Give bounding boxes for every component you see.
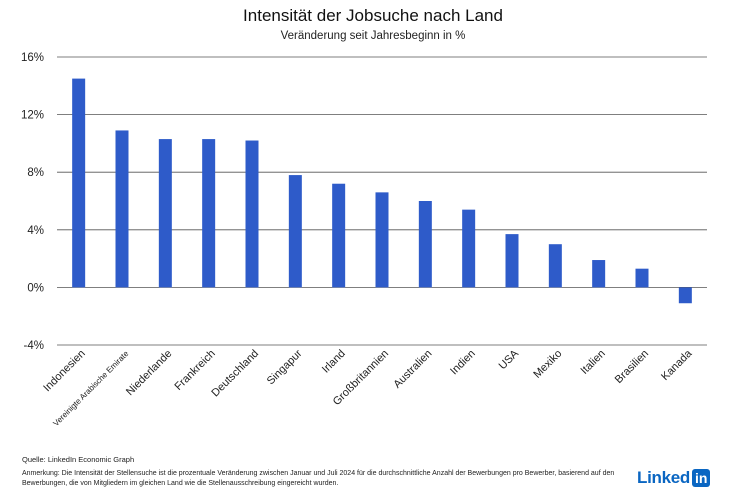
bar bbox=[375, 192, 389, 288]
x-tick-label: Indonesien bbox=[41, 348, 88, 395]
linkedin-logo-badge: in bbox=[692, 469, 711, 487]
y-tick-label: 4% bbox=[27, 225, 44, 237]
x-tick-label: Italien bbox=[579, 348, 608, 377]
methodology-note: Anmerkung: Die Intensität der Stellensuc… bbox=[22, 470, 615, 487]
y-tick-label: 16% bbox=[21, 52, 44, 64]
bar bbox=[548, 244, 562, 288]
x-tick-label: USA bbox=[497, 347, 522, 372]
x-tick-label: Mexiko bbox=[531, 348, 564, 381]
x-tick-label: Frankreich bbox=[173, 348, 218, 393]
source-note: Quelle: LinkedIn Economic Graph bbox=[22, 455, 135, 464]
chart-subtitle: Veränderung seit Jahresbeginn in % bbox=[280, 30, 466, 42]
x-tick-label: Kanada bbox=[659, 347, 695, 383]
x-tick-label: Niederlande bbox=[124, 348, 174, 398]
bar bbox=[245, 140, 259, 288]
bar bbox=[592, 260, 606, 288]
x-tick-label: Singapur bbox=[265, 347, 305, 387]
bar bbox=[462, 209, 476, 288]
bar bbox=[418, 201, 432, 288]
bar bbox=[505, 234, 519, 288]
bar bbox=[288, 175, 302, 288]
bar bbox=[72, 78, 86, 288]
x-tick-label: Irland bbox=[320, 348, 348, 376]
bar bbox=[115, 130, 129, 288]
bar bbox=[158, 139, 172, 288]
bar bbox=[678, 287, 692, 304]
y-tick-label: 0% bbox=[27, 282, 44, 294]
y-tick-label: -4% bbox=[24, 340, 44, 352]
x-tick-label: Australien bbox=[391, 348, 434, 391]
chart-title: Intensität der Jobsuche nach Land bbox=[243, 6, 503, 25]
bar bbox=[635, 268, 649, 288]
bar bbox=[332, 183, 346, 288]
y-tick-label: 8% bbox=[27, 167, 44, 179]
linkedin-logo-text: Linked bbox=[637, 468, 690, 487]
bar bbox=[202, 139, 216, 288]
x-tick-label: Indien bbox=[448, 348, 478, 378]
x-tick-label: Deutschland bbox=[209, 348, 261, 400]
y-tick-label: 12% bbox=[21, 110, 44, 122]
linkedin-logo: Linked in bbox=[637, 468, 711, 488]
x-tick-label: Brasilien bbox=[613, 348, 651, 386]
x-tick-label: Vereinigte Arabische Emirate bbox=[51, 349, 130, 428]
